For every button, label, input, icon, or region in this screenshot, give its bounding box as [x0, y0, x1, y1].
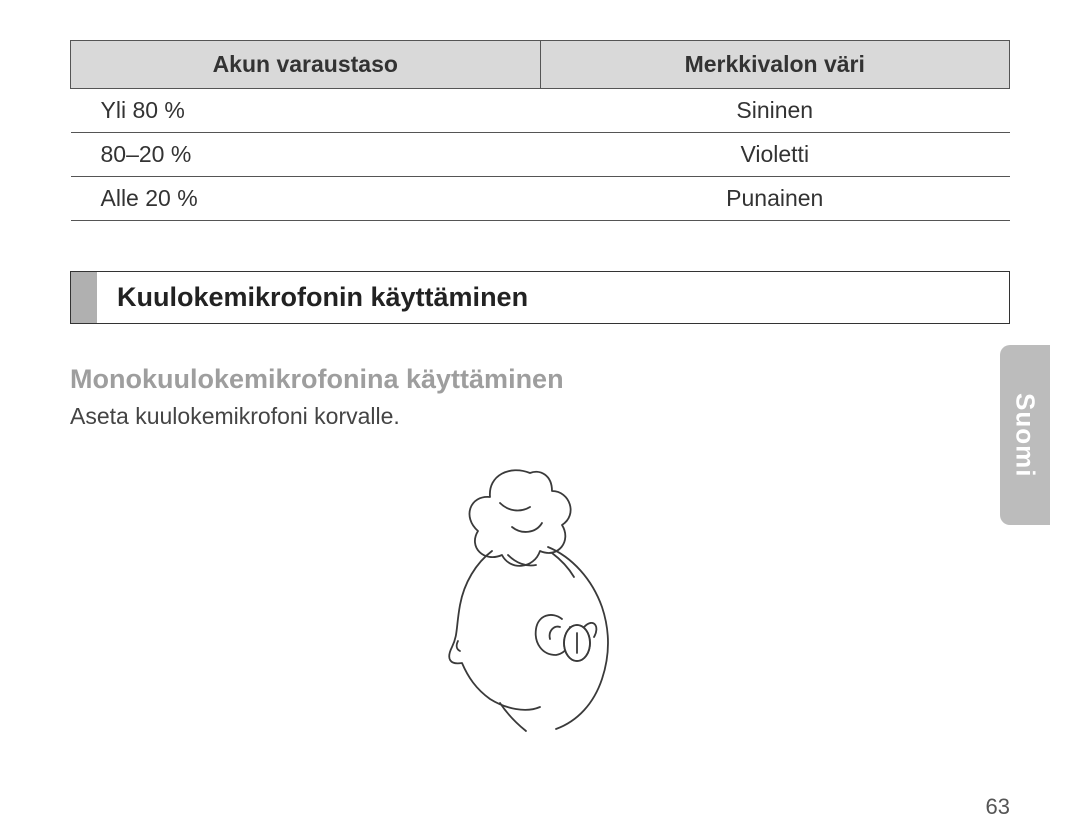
language-label: Suomi — [1010, 393, 1041, 477]
subheading: Monokuulokemikrofonina käyttäminen — [70, 364, 1010, 395]
body-text: Aseta kuulokemikrofoni korvalle. — [70, 403, 1010, 430]
head-illustration — [70, 455, 1010, 735]
table-header-color: Merkkivalon väri — [540, 41, 1010, 89]
page-number: 63 — [986, 794, 1010, 820]
language-tab: Suomi — [1000, 345, 1050, 525]
cell-level: Yli 80 % — [71, 89, 541, 133]
cell-level: 80–20 % — [71, 133, 541, 177]
cell-color: Punainen — [540, 177, 1010, 221]
table-row: Yli 80 % Sininen — [71, 89, 1010, 133]
table-row: 80–20 % Violetti — [71, 133, 1010, 177]
table-header-level: Akun varaustaso — [71, 41, 541, 89]
section-header: Kuulokemikrofonin käyttäminen — [70, 271, 1010, 324]
cell-level: Alle 20 % — [71, 177, 541, 221]
battery-table: Akun varaustaso Merkkivalon väri Yli 80 … — [70, 40, 1010, 221]
section-accent-bar — [71, 272, 97, 323]
cell-color: Violetti — [540, 133, 1010, 177]
table-row: Alle 20 % Punainen — [71, 177, 1010, 221]
section-title: Kuulokemikrofonin käyttäminen — [97, 272, 548, 323]
cell-color: Sininen — [540, 89, 1010, 133]
